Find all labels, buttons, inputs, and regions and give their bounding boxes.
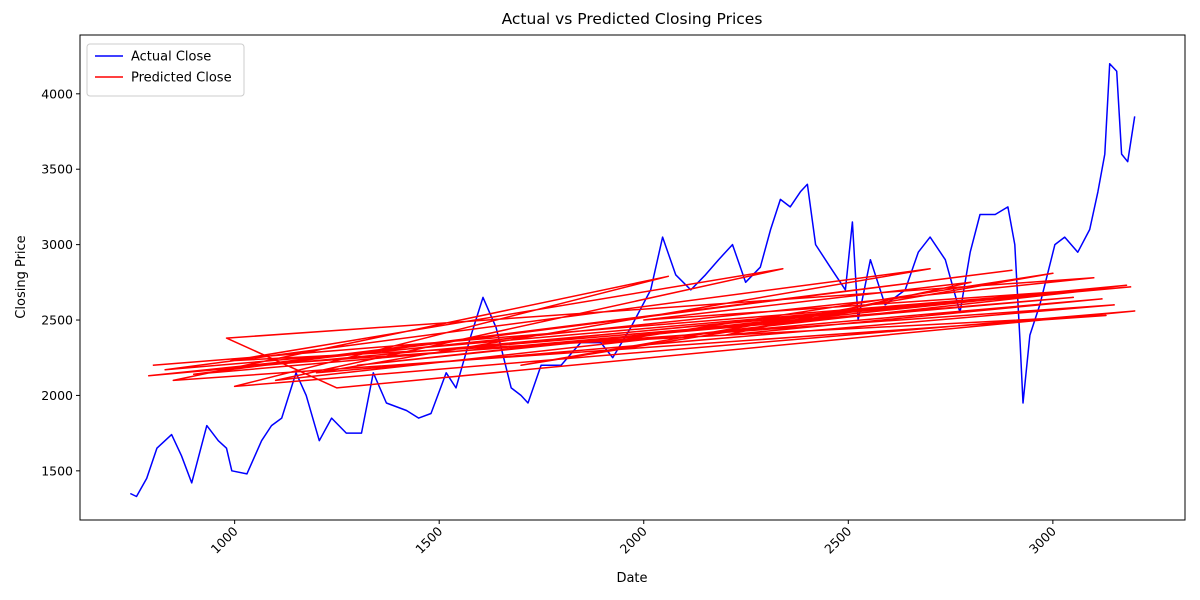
y-tick-label: 3000	[41, 237, 73, 252]
series-line	[129, 62, 1136, 498]
series-line	[147, 268, 1136, 389]
y-tick-label: 2500	[41, 313, 73, 328]
legend-label: Actual Close	[131, 50, 211, 65]
y-tick-label: 3500	[41, 162, 73, 177]
chart-title: Actual vs Predicted Closing Prices	[502, 10, 763, 28]
y-tick-label: 2000	[41, 388, 73, 403]
y-tick-label: 1500	[41, 463, 73, 478]
y-tick-label: 4000	[41, 86, 73, 101]
plot-frame	[79, 34, 1186, 521]
legend-box	[86, 43, 245, 97]
y-axis-label: Closing Price	[14, 235, 29, 318]
plot	[129, 62, 1136, 498]
legend-label: Predicted Close	[131, 71, 232, 86]
x-axis-label: Date	[616, 571, 647, 586]
